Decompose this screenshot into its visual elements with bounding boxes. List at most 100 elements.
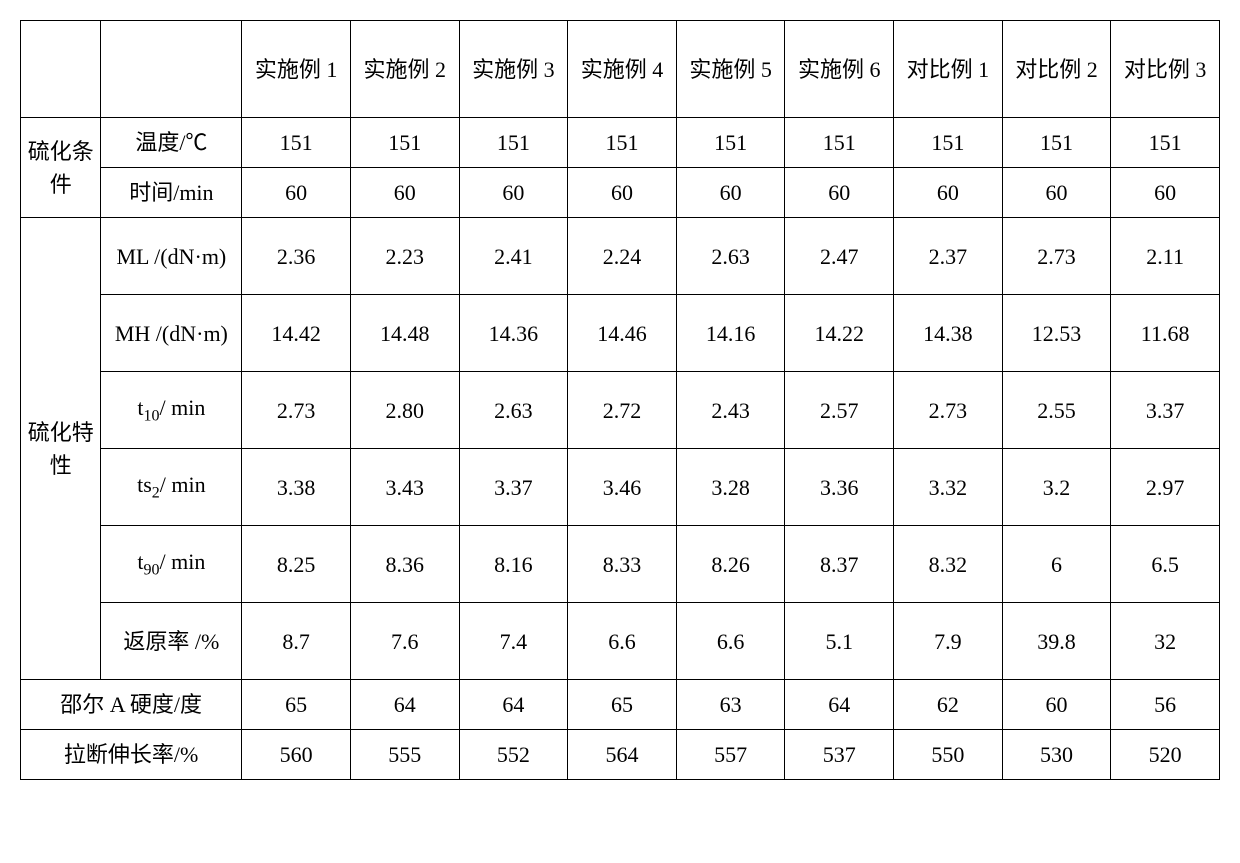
header-blank-1 bbox=[21, 21, 101, 118]
data-cell: 2.55 bbox=[1002, 372, 1111, 449]
row-label: 返原率 /% bbox=[101, 603, 242, 680]
table-row: 硫化条件 温度/℃ 151 151 151 151 151 151 151 15… bbox=[21, 118, 1220, 168]
table-row: 拉断伸长率/% 560 555 552 564 557 537 550 530 … bbox=[21, 730, 1220, 780]
row-label: ML /(dN·m) bbox=[101, 218, 242, 295]
data-cell: 537 bbox=[785, 730, 894, 780]
data-cell: 8.25 bbox=[242, 526, 351, 603]
data-cell: 520 bbox=[1111, 730, 1220, 780]
data-cell: 2.97 bbox=[1111, 449, 1220, 526]
data-cell: 60 bbox=[350, 168, 459, 218]
data-cell: 151 bbox=[459, 118, 568, 168]
data-cell: 151 bbox=[242, 118, 351, 168]
col-header: 实施例 3 bbox=[459, 21, 568, 118]
data-cell: 14.38 bbox=[894, 295, 1003, 372]
data-cell: 2.11 bbox=[1111, 218, 1220, 295]
table-row: 硫化特性 ML /(dN·m) 2.36 2.23 2.41 2.24 2.63… bbox=[21, 218, 1220, 295]
data-cell: 8.37 bbox=[785, 526, 894, 603]
data-cell: 56 bbox=[1111, 680, 1220, 730]
data-cell: 2.47 bbox=[785, 218, 894, 295]
data-cell: 60 bbox=[785, 168, 894, 218]
data-cell: 60 bbox=[242, 168, 351, 218]
data-cell: 3.38 bbox=[242, 449, 351, 526]
row-label-elongation: 拉断伸长率/% bbox=[21, 730, 242, 780]
data-cell: 557 bbox=[676, 730, 785, 780]
data-cell: 151 bbox=[350, 118, 459, 168]
table-row: t10/ min 2.73 2.80 2.63 2.72 2.43 2.57 2… bbox=[21, 372, 1220, 449]
group-label-vulcanization-conditions: 硫化条件 bbox=[21, 118, 101, 218]
data-cell: 14.42 bbox=[242, 295, 351, 372]
header-blank-2 bbox=[101, 21, 242, 118]
data-cell: 2.72 bbox=[568, 372, 677, 449]
data-cell: 60 bbox=[459, 168, 568, 218]
data-cell: 3.32 bbox=[894, 449, 1003, 526]
col-header: 实施例 6 bbox=[785, 21, 894, 118]
data-cell: 7.6 bbox=[350, 603, 459, 680]
data-cell: 60 bbox=[1111, 168, 1220, 218]
data-cell: 6.6 bbox=[568, 603, 677, 680]
data-cell: 8.16 bbox=[459, 526, 568, 603]
data-cell: 555 bbox=[350, 730, 459, 780]
data-cell: 39.8 bbox=[1002, 603, 1111, 680]
col-header: 实施例 5 bbox=[676, 21, 785, 118]
data-cell: 14.22 bbox=[785, 295, 894, 372]
data-cell: 64 bbox=[785, 680, 894, 730]
data-cell: 3.36 bbox=[785, 449, 894, 526]
data-cell: 8.7 bbox=[242, 603, 351, 680]
data-cell: 151 bbox=[1002, 118, 1111, 168]
data-cell: 151 bbox=[785, 118, 894, 168]
data-cell: 8.33 bbox=[568, 526, 677, 603]
data-cell: 7.4 bbox=[459, 603, 568, 680]
data-cell: 6.5 bbox=[1111, 526, 1220, 603]
data-cell: 3.37 bbox=[1111, 372, 1220, 449]
data-cell: 3.43 bbox=[350, 449, 459, 526]
data-cell: 32 bbox=[1111, 603, 1220, 680]
data-cell: 151 bbox=[894, 118, 1003, 168]
data-cell: 2.41 bbox=[459, 218, 568, 295]
data-cell: 60 bbox=[568, 168, 677, 218]
group-label-vulcanization-properties: 硫化特性 bbox=[21, 218, 101, 680]
data-table: 实施例 1 实施例 2 实施例 3 实施例 4 实施例 5 实施例 6 对比例 … bbox=[20, 20, 1220, 780]
row-label: t10/ min bbox=[101, 372, 242, 449]
data-cell: 7.9 bbox=[894, 603, 1003, 680]
row-label: t90/ min bbox=[101, 526, 242, 603]
data-cell: 3.46 bbox=[568, 449, 677, 526]
data-cell: 2.37 bbox=[894, 218, 1003, 295]
data-cell: 64 bbox=[350, 680, 459, 730]
data-cell: 3.2 bbox=[1002, 449, 1111, 526]
data-cell: 6.6 bbox=[676, 603, 785, 680]
data-cell: 11.68 bbox=[1111, 295, 1220, 372]
data-cell: 3.37 bbox=[459, 449, 568, 526]
data-cell: 12.53 bbox=[1002, 295, 1111, 372]
data-cell: 2.63 bbox=[676, 218, 785, 295]
col-header: 对比例 1 bbox=[894, 21, 1003, 118]
data-cell: 5.1 bbox=[785, 603, 894, 680]
col-header: 实施例 4 bbox=[568, 21, 677, 118]
col-header: 对比例 2 bbox=[1002, 21, 1111, 118]
data-cell: 2.23 bbox=[350, 218, 459, 295]
table-row: 邵尔 A 硬度/度 65 64 64 65 63 64 62 60 56 bbox=[21, 680, 1220, 730]
data-cell: 151 bbox=[1111, 118, 1220, 168]
data-cell: 530 bbox=[1002, 730, 1111, 780]
col-header: 对比例 3 bbox=[1111, 21, 1220, 118]
data-cell: 2.73 bbox=[242, 372, 351, 449]
data-cell: 65 bbox=[242, 680, 351, 730]
data-cell: 14.36 bbox=[459, 295, 568, 372]
data-cell: 552 bbox=[459, 730, 568, 780]
data-cell: 14.46 bbox=[568, 295, 677, 372]
data-cell: 2.80 bbox=[350, 372, 459, 449]
data-cell: 14.16 bbox=[676, 295, 785, 372]
col-header: 实施例 2 bbox=[350, 21, 459, 118]
table-row: t90/ min 8.25 8.36 8.16 8.33 8.26 8.37 8… bbox=[21, 526, 1220, 603]
data-cell: 2.24 bbox=[568, 218, 677, 295]
table-row: MH /(dN·m) 14.42 14.48 14.36 14.46 14.16… bbox=[21, 295, 1220, 372]
data-cell: 550 bbox=[894, 730, 1003, 780]
row-label: 温度/℃ bbox=[101, 118, 242, 168]
row-label: ts2/ min bbox=[101, 449, 242, 526]
data-cell: 60 bbox=[1002, 680, 1111, 730]
data-cell: 151 bbox=[676, 118, 785, 168]
data-cell: 2.73 bbox=[894, 372, 1003, 449]
header-row: 实施例 1 实施例 2 实施例 3 实施例 4 实施例 5 实施例 6 对比例 … bbox=[21, 21, 1220, 118]
table-row: ts2/ min 3.38 3.43 3.37 3.46 3.28 3.36 3… bbox=[21, 449, 1220, 526]
data-cell: 2.63 bbox=[459, 372, 568, 449]
data-cell: 2.36 bbox=[242, 218, 351, 295]
